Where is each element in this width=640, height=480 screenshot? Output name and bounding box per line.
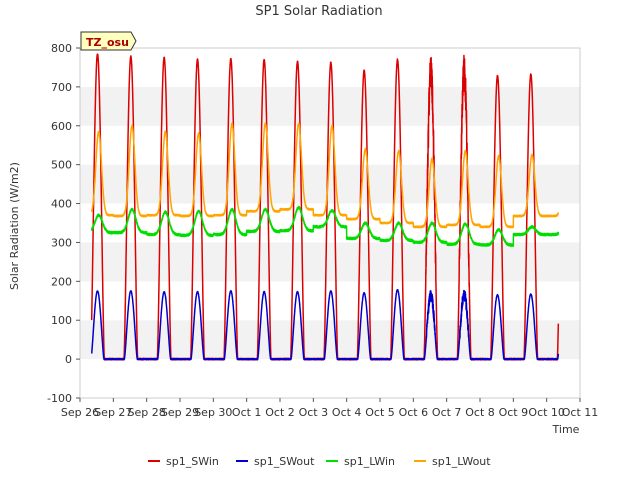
x-tick-label: Oct 9 xyxy=(499,406,529,419)
series-layer xyxy=(90,53,560,361)
legend-label: sp1_SWout xyxy=(254,455,315,468)
x-tick-label: Oct 7 xyxy=(432,406,462,419)
grid-band xyxy=(80,164,580,204)
y-axis-label: Solar Radiation (W/m2) xyxy=(8,162,21,290)
x-tick-label: Oct 8 xyxy=(465,406,495,419)
y-tick-label: 800 xyxy=(51,42,72,55)
x-tick-label: Oct 6 xyxy=(399,406,429,419)
x-tick-label: Oct 3 xyxy=(299,406,329,419)
y-tick-label: 500 xyxy=(51,159,72,172)
grid-band xyxy=(80,242,580,282)
annotation-text: TZ_osu xyxy=(86,36,129,49)
y-tick-label: 600 xyxy=(51,120,72,133)
x-tick-label: Sep 29 xyxy=(161,406,199,419)
x-tick-label: Sep 28 xyxy=(128,406,166,419)
grid-band xyxy=(80,359,580,398)
series-line-sp1-LWout xyxy=(90,122,559,229)
y-axis-ticks: -100 0 100 200 300 400 500 600 700 800 xyxy=(47,42,80,405)
legend: sp1_SWin sp1_SWout sp1_LWin sp1_LWout xyxy=(148,455,491,468)
x-tick-label: Oct 5 xyxy=(365,406,395,419)
y-tick-label: 0 xyxy=(65,353,72,366)
legend-label: sp1_LWin xyxy=(344,455,395,468)
plot-frame xyxy=(79,47,581,399)
x-tick-label: Oct 4 xyxy=(332,406,362,419)
x-tick-label: Sep 27 xyxy=(94,406,132,419)
x-tick-label: Sep 30 xyxy=(194,406,232,419)
annotation-shape xyxy=(80,31,137,51)
y-tick-label: 400 xyxy=(51,198,72,211)
x-tick-label: Oct 2 xyxy=(265,406,295,419)
series-line-sp1-SWout xyxy=(90,288,560,361)
chart-title: SP1 Solar Radiation xyxy=(255,4,382,19)
x-tick-label: Sep 26 xyxy=(61,406,99,419)
x-axis-label: Time xyxy=(552,423,580,436)
x-tick-label: Oct 11 xyxy=(562,406,599,419)
grid-band xyxy=(80,281,580,321)
legend-label: sp1_SWin xyxy=(166,455,219,468)
grid-band xyxy=(80,86,580,126)
x-tick-label: Oct 1 xyxy=(232,406,262,419)
legend-label: sp1_LWout xyxy=(432,455,491,468)
y-tick-label: 300 xyxy=(51,236,72,249)
y-tick-label: 700 xyxy=(51,81,72,94)
annotation-box: TZ_osu xyxy=(80,31,137,51)
x-tick-label: Oct 10 xyxy=(528,406,565,419)
y-tick-label: 200 xyxy=(51,275,72,288)
grid-band xyxy=(80,320,580,360)
series-line-sp1-LWin xyxy=(90,205,560,247)
grid-band xyxy=(80,203,580,243)
y-tick-label: -100 xyxy=(47,392,72,405)
y-tick-label: 100 xyxy=(51,314,72,327)
